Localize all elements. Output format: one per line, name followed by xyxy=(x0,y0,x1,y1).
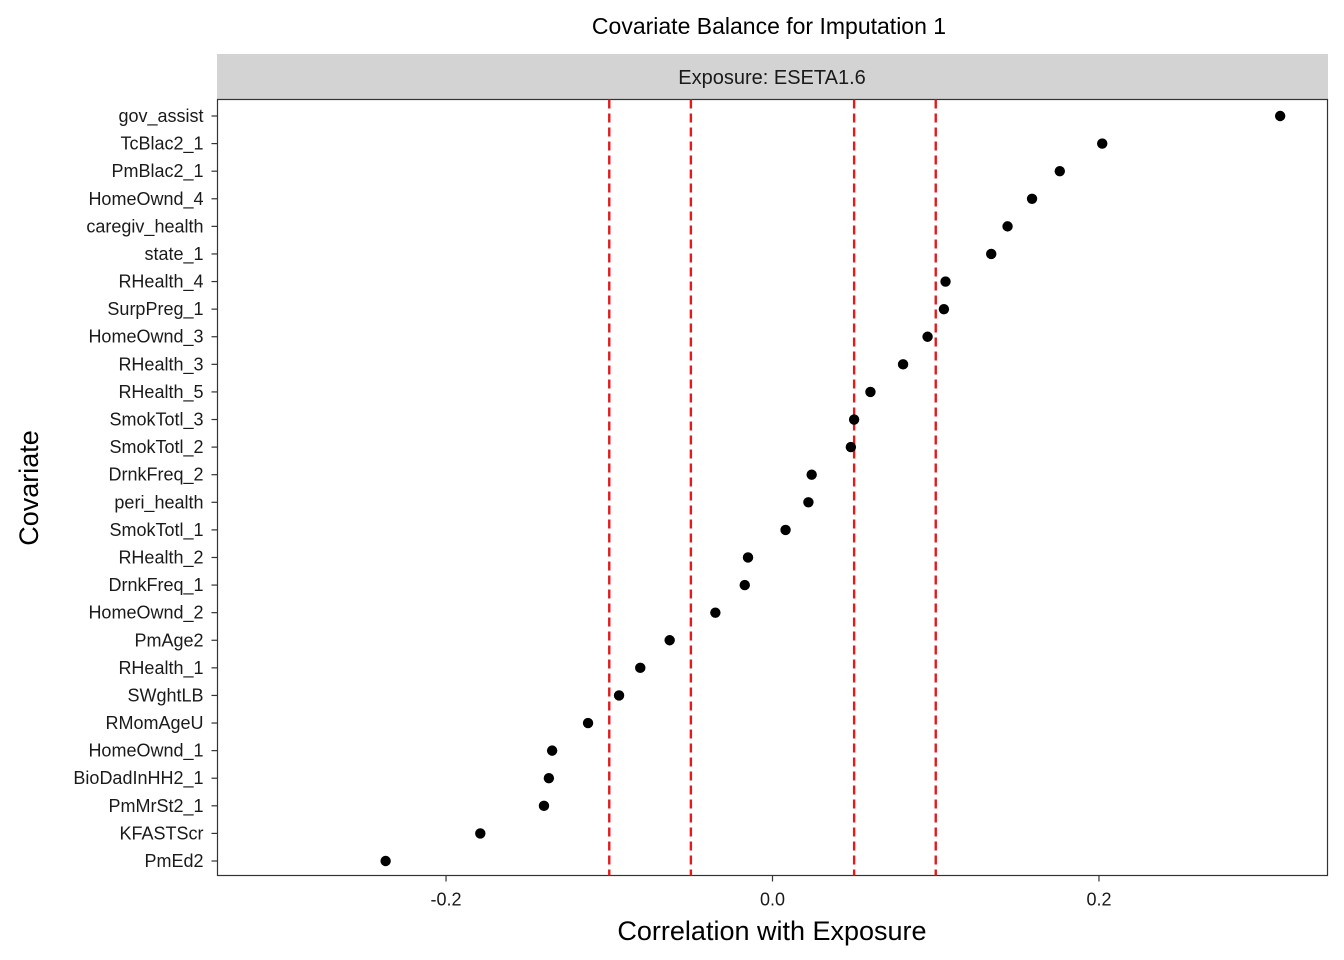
y-tick-label: RHealth_5 xyxy=(118,382,203,403)
y-tick-label: TcBlac2_1 xyxy=(120,134,203,155)
data-point xyxy=(582,717,594,729)
y-tick-label: PmAge2 xyxy=(134,630,203,650)
data-point xyxy=(538,800,550,812)
x-tick-label: 0.2 xyxy=(1086,890,1111,910)
y-tick-label: DrnkFreq_2 xyxy=(108,465,203,486)
y-tick-label: RHealth_3 xyxy=(118,354,203,375)
data-point xyxy=(848,414,860,425)
y-tick-label: RHealth_4 xyxy=(118,272,203,293)
y-tick-label: peri_health xyxy=(114,492,203,513)
data-point xyxy=(806,469,817,480)
y-tick-label: SWghtLB xyxy=(127,685,203,705)
x-tick-label: 0.0 xyxy=(760,890,785,910)
y-tick-label: RHealth_2 xyxy=(118,547,203,568)
y-tick-label: SmokTotl_3 xyxy=(109,410,203,431)
y-tick-label: PmMrSt2_1 xyxy=(108,796,203,817)
y-tick-label: KFASTScr xyxy=(119,823,203,843)
plot-panel xyxy=(216,98,1329,877)
data-point xyxy=(1274,110,1286,122)
y-tick-label: gov_assist xyxy=(118,106,203,127)
y-tick-label: HomeOwnd_4 xyxy=(88,189,203,210)
y-tick-label: PmBlac2_1 xyxy=(111,161,203,182)
data-point xyxy=(613,690,625,701)
reference-lines xyxy=(608,99,937,876)
y-tick-label: DrnkFreq_1 xyxy=(108,575,203,596)
data-point xyxy=(1054,165,1065,177)
data-point xyxy=(803,497,814,508)
x-axis-title: Correlation with Exposure xyxy=(617,916,926,946)
x-axis: -0.2 0.0 0.2 xyxy=(431,875,1111,910)
data-point xyxy=(1097,138,1108,149)
data-point xyxy=(938,303,950,315)
data-point xyxy=(710,607,721,618)
data-point xyxy=(845,441,857,453)
x-tick-label: -0.2 xyxy=(431,890,462,910)
data-point xyxy=(897,359,909,370)
data-point xyxy=(739,579,750,591)
y-tick-label: caregiv_health xyxy=(86,216,203,237)
data-point xyxy=(986,248,997,260)
y-tick-label: BioDadInHH2_1 xyxy=(73,768,203,789)
y-tick-label: SmokTotl_1 xyxy=(109,520,203,541)
y-tick-label: SurpPreg_1 xyxy=(107,299,203,320)
y-tick-label: HomeOwnd_1 xyxy=(88,741,203,762)
data-point xyxy=(546,745,558,756)
y-axis-title: Covariate xyxy=(14,430,44,546)
data-point xyxy=(664,635,675,646)
y-tick-label: HomeOwnd_3 xyxy=(88,327,203,348)
facet-strip xyxy=(217,54,1328,99)
data-point xyxy=(543,773,555,784)
data-point xyxy=(865,386,876,398)
data-points xyxy=(380,110,1286,867)
data-point xyxy=(380,855,391,867)
data-point xyxy=(780,524,791,536)
data-point xyxy=(475,828,486,839)
y-tick-label: RMomAgeU xyxy=(105,713,203,733)
y-tick-label: RHealth_1 xyxy=(118,658,203,679)
y-axis: gov_assist TcBlac2_1 PmBlac2_1 HomeOwnd_4ca… xyxy=(73,106,218,871)
data-point xyxy=(1026,193,1038,204)
data-point xyxy=(635,662,646,674)
y-tick-label: state_1 xyxy=(144,244,203,265)
data-point xyxy=(742,552,754,563)
data-point xyxy=(1002,221,1013,232)
y-tick-label: HomeOwnd_2 xyxy=(88,603,203,624)
facet-label: Exposure: ESETA1.6 xyxy=(678,67,866,89)
data-point xyxy=(940,276,951,287)
y-tick-label: SmokTotl_2 xyxy=(109,437,203,458)
chart-title: Covariate Balance for Imputation 1 xyxy=(592,13,946,39)
y-tick-label: PmEd2 xyxy=(144,851,203,871)
data-point xyxy=(922,331,933,342)
